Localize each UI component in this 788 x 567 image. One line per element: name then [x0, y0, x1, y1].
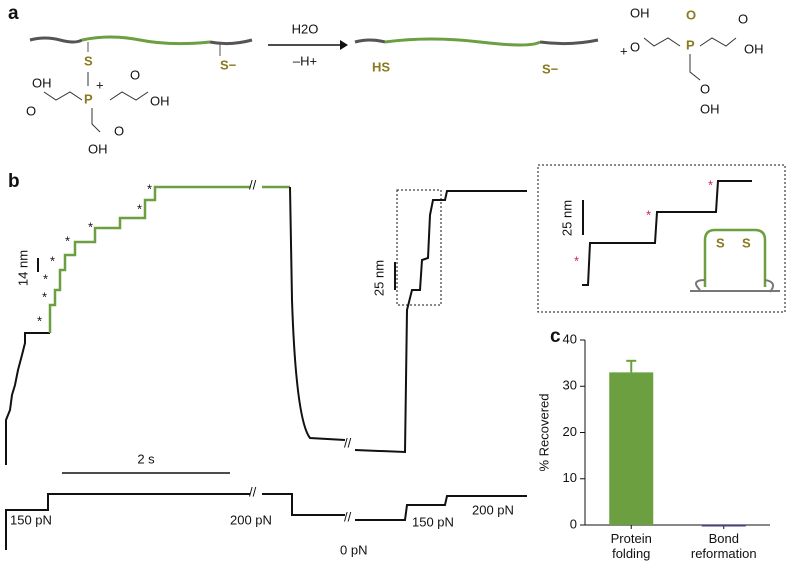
atom: P [686, 37, 695, 52]
y-tick-label: 30 [563, 378, 577, 393]
x-tick-label: Bond reformation [690, 531, 757, 561]
atom: O [130, 67, 140, 82]
panel-label: b [8, 171, 20, 192]
protein-loop [703, 228, 767, 287]
force-label: 150 pN [10, 512, 52, 527]
marker: * [147, 181, 152, 196]
trace [48, 185, 290, 333]
y-tick-label: 10 [563, 470, 577, 485]
atom: P [84, 91, 93, 106]
charge: + [96, 77, 104, 92]
scale-label: 2 s [137, 451, 155, 466]
atom: O [686, 7, 696, 22]
marker: * [43, 271, 48, 286]
marker: * [708, 177, 713, 192]
atom: OH [150, 93, 170, 108]
scale-label: 25 nm [559, 200, 574, 236]
force-label: 200 pN [472, 502, 514, 517]
chain [209, 38, 253, 46]
trace [5, 332, 50, 465]
force-trace [5, 493, 527, 550]
axis-break: // [344, 435, 352, 450]
x-tick-label: Protein folding [610, 531, 652, 561]
atom: OH [700, 101, 720, 116]
force-label: 200 pN [230, 512, 272, 527]
atom: S [84, 53, 93, 68]
zoom-box [396, 189, 442, 306]
chain [81, 35, 211, 46]
y-axis-label: % Recovered [536, 393, 551, 471]
force-label: 150 pN [412, 514, 454, 529]
panel-label: a [8, 3, 19, 24]
trace [289, 186, 527, 454]
atom: O [700, 81, 710, 96]
axis-break: // [249, 484, 257, 499]
axis-break: // [344, 509, 352, 524]
atom: S [742, 235, 751, 250]
panel-label: c [550, 326, 561, 347]
bar [701, 525, 746, 527]
marker: * [42, 289, 47, 304]
bar-chart: c % Recovered 0 10 20 30 40 [536, 326, 770, 531]
atom: HS [372, 59, 390, 74]
atom: S− [542, 61, 559, 76]
chain [354, 38, 386, 44]
y-tick-label: 40 [563, 331, 577, 346]
marker: * [646, 207, 651, 222]
marker: * [574, 253, 579, 268]
atom: OH [630, 5, 650, 20]
marker: * [37, 313, 42, 328]
markers: * * * * * * * * [37, 181, 152, 328]
marker: * [88, 219, 93, 234]
inset-trace [582, 180, 752, 286]
atom: OH [88, 141, 108, 156]
marker: * [50, 253, 55, 268]
scale-label: 14 nm [15, 250, 30, 286]
axis-break: // [249, 177, 257, 192]
bar [609, 372, 654, 525]
chain [539, 38, 599, 46]
bonds [643, 37, 737, 81]
atom: O [114, 123, 124, 138]
y-tick-label: 0 [570, 516, 577, 531]
byproduct: –H+ [293, 53, 317, 68]
atom: O [630, 39, 640, 54]
atom: S− [220, 57, 237, 72]
marker: * [137, 201, 142, 216]
atom: O [738, 11, 748, 26]
markers: * * * [574, 177, 713, 268]
atom: OH [32, 75, 52, 90]
bonds [43, 91, 149, 133]
y-tick-label: 20 [563, 424, 577, 439]
reagent: H2O [292, 21, 319, 36]
atom: S [716, 235, 725, 250]
inset-box [537, 164, 786, 313]
plus: + [620, 43, 628, 58]
chain [384, 37, 541, 47]
arrow-head [340, 40, 348, 50]
chain [29, 36, 83, 44]
scale-label: 25 nm [371, 260, 386, 296]
atom: OH [744, 41, 764, 56]
force-label: 0 pN [340, 542, 367, 557]
atom: O [26, 103, 36, 118]
marker: * [65, 233, 70, 248]
